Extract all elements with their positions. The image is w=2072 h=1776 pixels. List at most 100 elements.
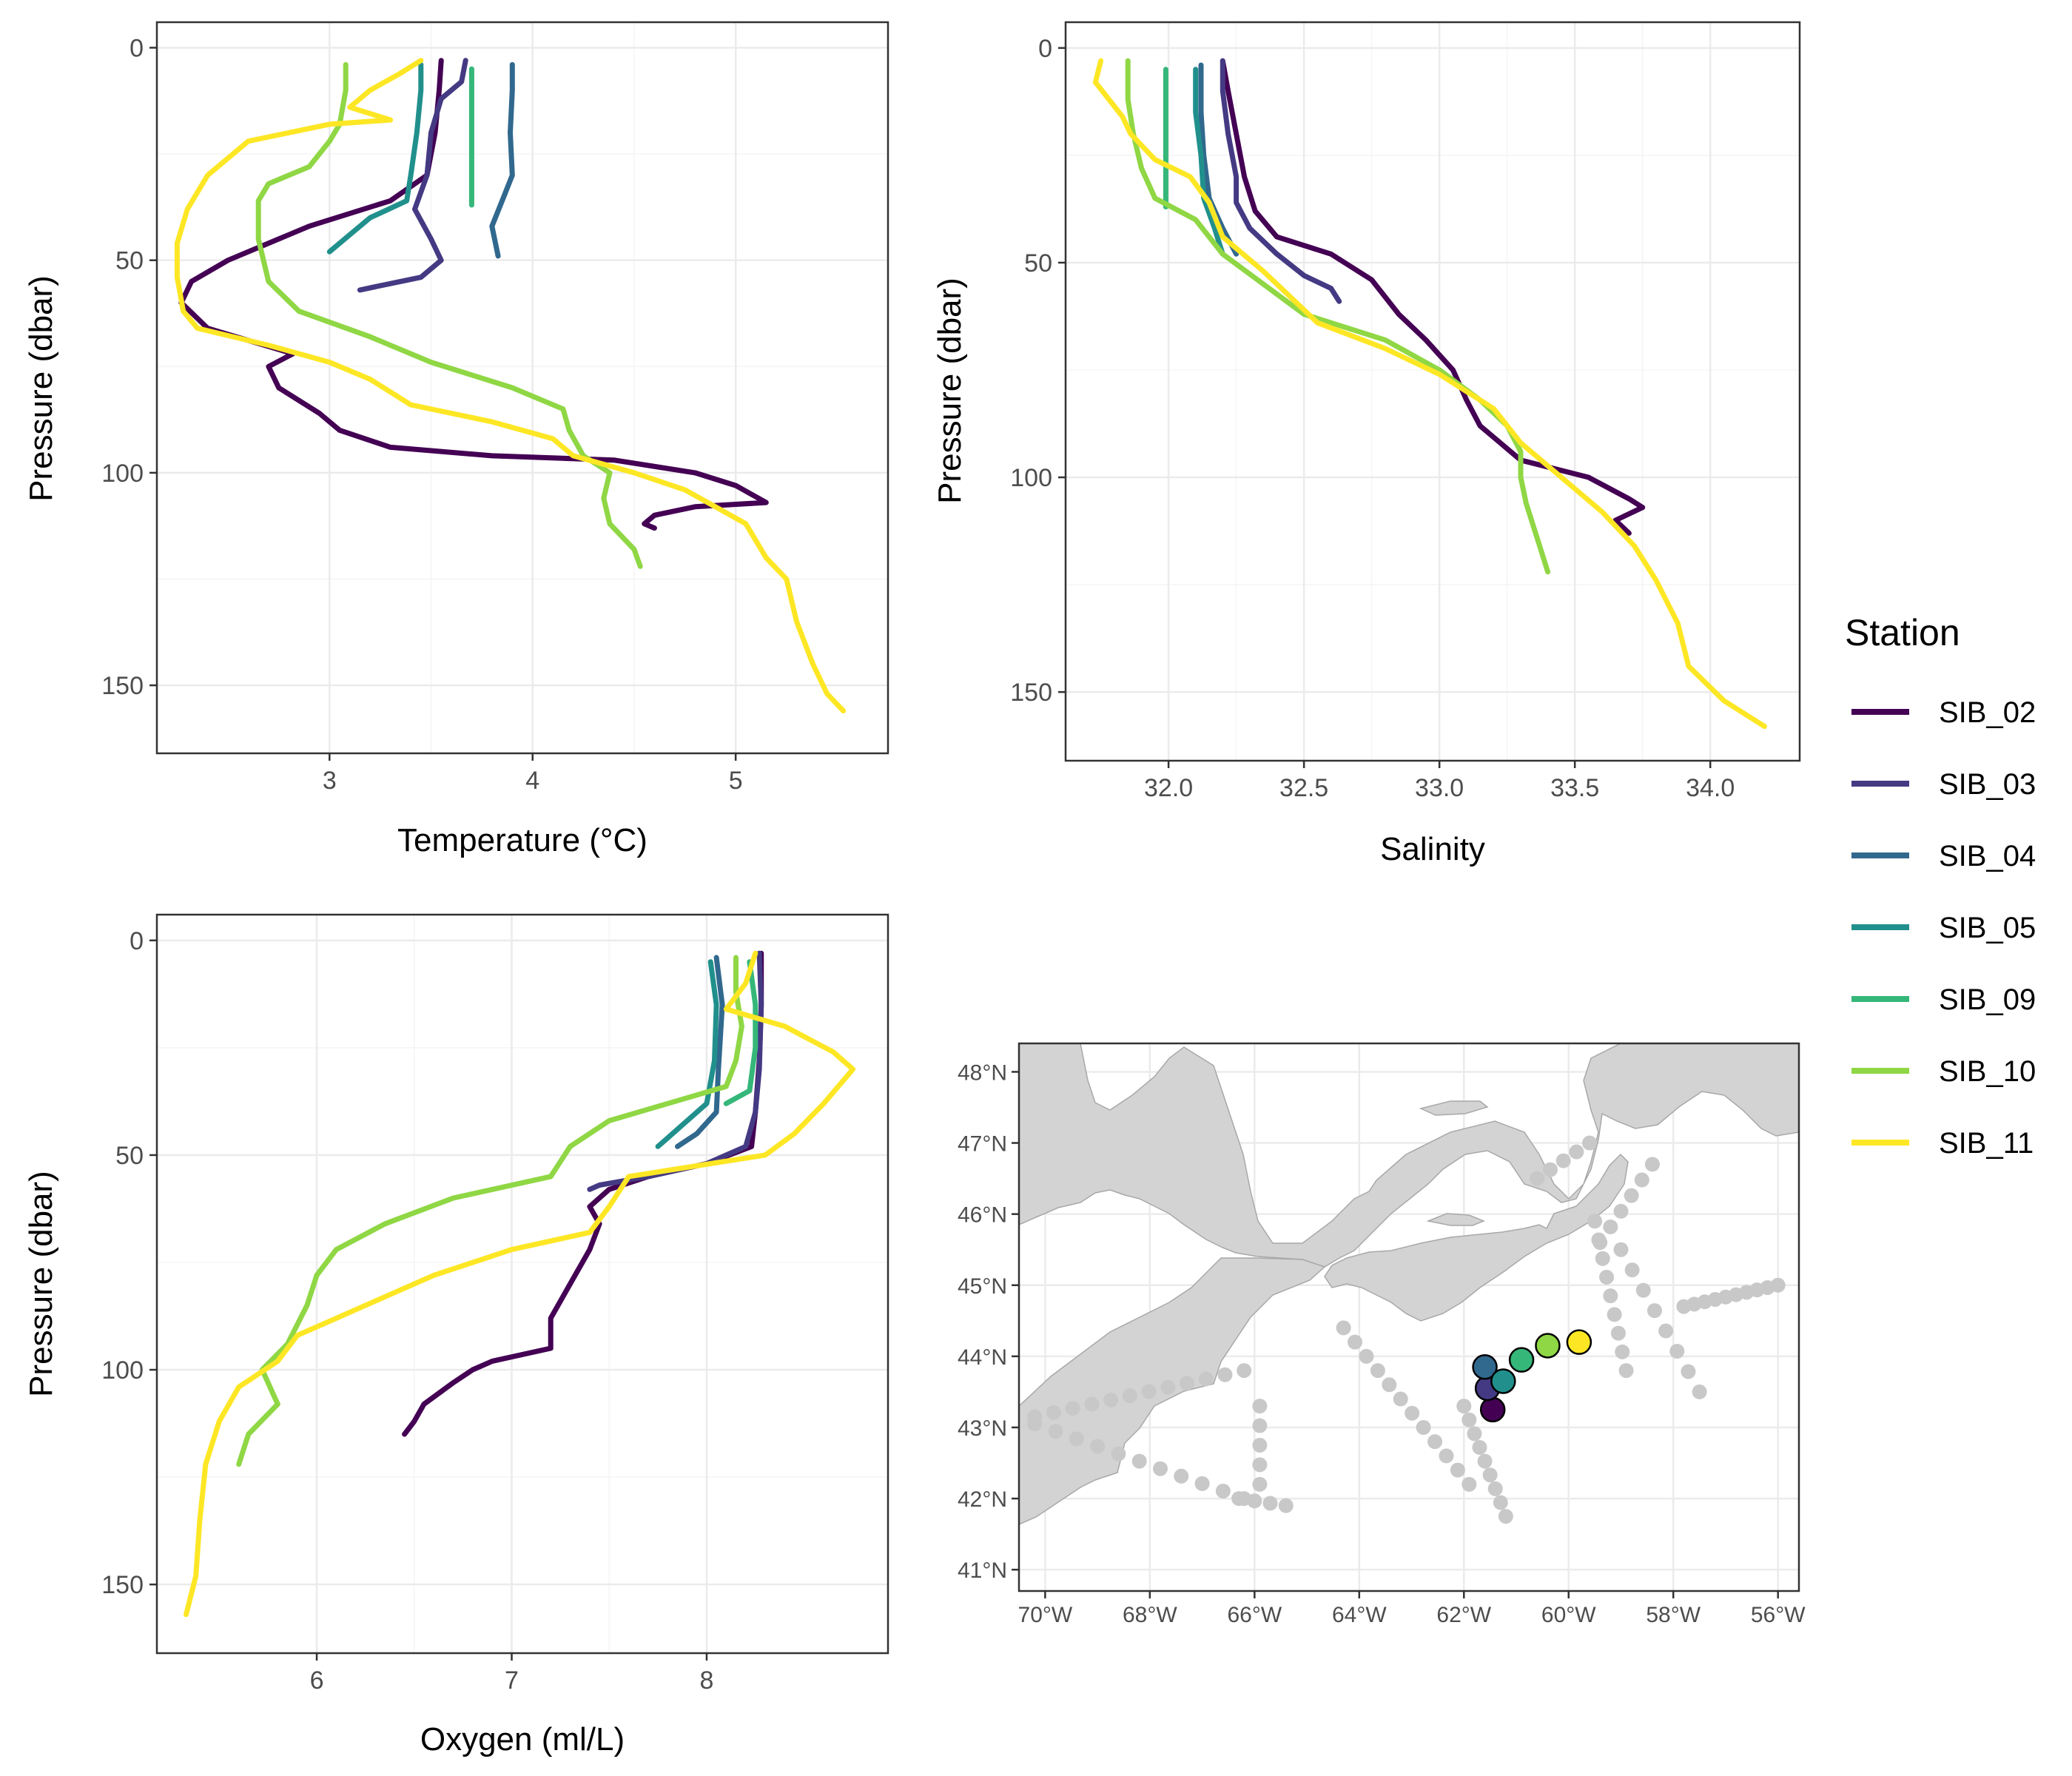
legend-label-sib-09: SIB_09 xyxy=(1939,983,2036,1016)
y-tick-label: 150 xyxy=(101,1571,144,1599)
lon-tick-label: 70°W xyxy=(1018,1603,1073,1627)
survey-track-point xyxy=(1681,1364,1696,1379)
survey-track-point xyxy=(1405,1405,1420,1421)
salinity-grid xyxy=(1066,22,1800,761)
y-tick-label: 150 xyxy=(1010,679,1052,707)
survey-track-point xyxy=(1252,1437,1268,1453)
survey-track-point xyxy=(1382,1377,1397,1393)
survey-track-point xyxy=(1615,1344,1630,1359)
map-stations xyxy=(1472,1329,1592,1423)
survey-track-point xyxy=(1215,1483,1231,1498)
survey-track-point xyxy=(1122,1388,1137,1404)
series-line-sib-02 xyxy=(178,58,769,531)
temperature-plot-frame xyxy=(155,21,889,755)
oxygen-plot-frame xyxy=(155,913,889,1655)
x-tick-label: 5 xyxy=(729,767,743,795)
y-tick-label: 50 xyxy=(115,1142,144,1170)
survey-track-point xyxy=(1103,1392,1119,1407)
survey-track-point xyxy=(1599,1269,1615,1285)
survey-track-point xyxy=(1252,1399,1268,1414)
legend-label-sib-03: SIB_03 xyxy=(1939,768,2036,801)
survey-track-point xyxy=(1180,1376,1195,1391)
survey-track-point xyxy=(1477,1453,1493,1469)
survey-track-point xyxy=(1152,1461,1168,1476)
oxygen-x-axis-title: Oxygen (ml/L) xyxy=(420,1721,625,1758)
lon-tick-label: 60°W xyxy=(1541,1603,1596,1627)
survey-track-point xyxy=(1624,1262,1640,1278)
survey-track-point xyxy=(1084,1396,1100,1412)
y-tick-label: 50 xyxy=(1024,249,1052,278)
y-tick-label: 100 xyxy=(101,460,144,488)
temperature-grid xyxy=(157,22,888,753)
survey-track-point xyxy=(1607,1307,1622,1322)
survey-track-point xyxy=(1217,1367,1233,1382)
station-marker-sib-02 xyxy=(1479,1396,1506,1423)
survey-track-point xyxy=(1160,1379,1176,1395)
survey-track-point xyxy=(1770,1277,1786,1293)
survey-track-point xyxy=(1278,1498,1294,1513)
survey-track-point xyxy=(1262,1496,1278,1511)
temperature-y-axis-title: Pressure (dbar) xyxy=(23,275,59,502)
temperature-x-axis-title: Temperature (°C) xyxy=(397,822,648,858)
survey-track-point xyxy=(1427,1434,1443,1450)
survey-track-point xyxy=(1613,1242,1629,1257)
y-tick-label: 50 xyxy=(115,247,144,275)
oxygen-ticks: 6 7 8 0 50 100 150 xyxy=(101,927,713,1695)
x-tick-label: 34.0 xyxy=(1686,774,1735,802)
survey-track-point xyxy=(1065,1401,1080,1416)
survey-track-point xyxy=(1194,1476,1210,1491)
series-line-sib-03 xyxy=(357,58,468,293)
survey-track-point xyxy=(1634,1172,1649,1188)
oxygen-y-axis-title: Pressure (dbar) xyxy=(23,1171,59,1397)
station-marker-sib-10 xyxy=(1535,1333,1561,1359)
survey-track-point xyxy=(1048,1424,1063,1439)
survey-track-point xyxy=(1644,1157,1660,1172)
y-tick-label: 0 xyxy=(130,34,144,62)
legend-items: SIB_02 SIB_03 SIB_04 SIB_05 SIB_09 SIB_10 SIB_… xyxy=(1851,696,2036,1160)
survey-track-point xyxy=(1603,1288,1618,1304)
temperature-series xyxy=(174,58,847,714)
series-line-sib-05 xyxy=(655,959,719,1149)
legend-title: Station xyxy=(1845,612,1960,653)
survey-track-point xyxy=(1456,1399,1472,1414)
survey-track-point xyxy=(1467,1426,1482,1442)
oxygen-series xyxy=(184,950,856,1618)
x-tick-label: 7 xyxy=(505,1666,519,1695)
salinity-plot-frame xyxy=(1064,21,1801,762)
survey-track-point xyxy=(1198,1371,1214,1387)
x-tick-label: 3 xyxy=(323,767,337,795)
map-frame xyxy=(1018,1042,1800,1592)
lat-tick-label: 44°N xyxy=(958,1345,1007,1370)
series-line-sib-03 xyxy=(587,950,764,1192)
survey-track-point xyxy=(1613,1203,1629,1219)
station-marker-sib-09 xyxy=(1508,1347,1535,1373)
survey-track-point xyxy=(1493,1495,1508,1510)
series-line-sib-11 xyxy=(1092,58,1767,730)
survey-track-point xyxy=(1027,1416,1043,1432)
survey-track-point xyxy=(1111,1446,1126,1462)
series-line-sib-05 xyxy=(326,61,424,255)
survey-track-point xyxy=(1370,1363,1385,1379)
map-panel: 70°W 68°W 66°W 64°W 62°W 60°W 58°W 56°W 41°N 42°N… xyxy=(958,1042,1806,1627)
land-nova-scotia xyxy=(1324,1153,1629,1322)
station-marker-sib-11 xyxy=(1566,1329,1592,1355)
survey-track-point xyxy=(1646,1303,1662,1319)
survey-track-point xyxy=(1247,1493,1262,1509)
y-tick-label: 0 xyxy=(130,927,144,955)
y-tick-label: 100 xyxy=(1010,464,1052,492)
lat-tick-label: 42°N xyxy=(958,1487,1007,1512)
survey-track-point xyxy=(1231,1491,1247,1507)
survey-track-point xyxy=(1658,1323,1674,1339)
land-quebec-newfoundland xyxy=(1019,1043,1799,1268)
survey-track-point xyxy=(1595,1251,1610,1266)
series-line-sib-02 xyxy=(1220,58,1646,536)
survey-track-point xyxy=(1393,1391,1408,1407)
survey-track-point xyxy=(1046,1405,1061,1420)
survey-track-point xyxy=(1482,1467,1498,1483)
oxygen-panel: 6 7 8 0 50 100 150 Oxygen (ml/L) Pressure (dba… xyxy=(23,913,889,1758)
temperature-plot-background xyxy=(157,22,888,753)
legend: Station SIB_02SIB_03SIB_04SIB_05SIB_09SI… xyxy=(1845,612,2036,1160)
